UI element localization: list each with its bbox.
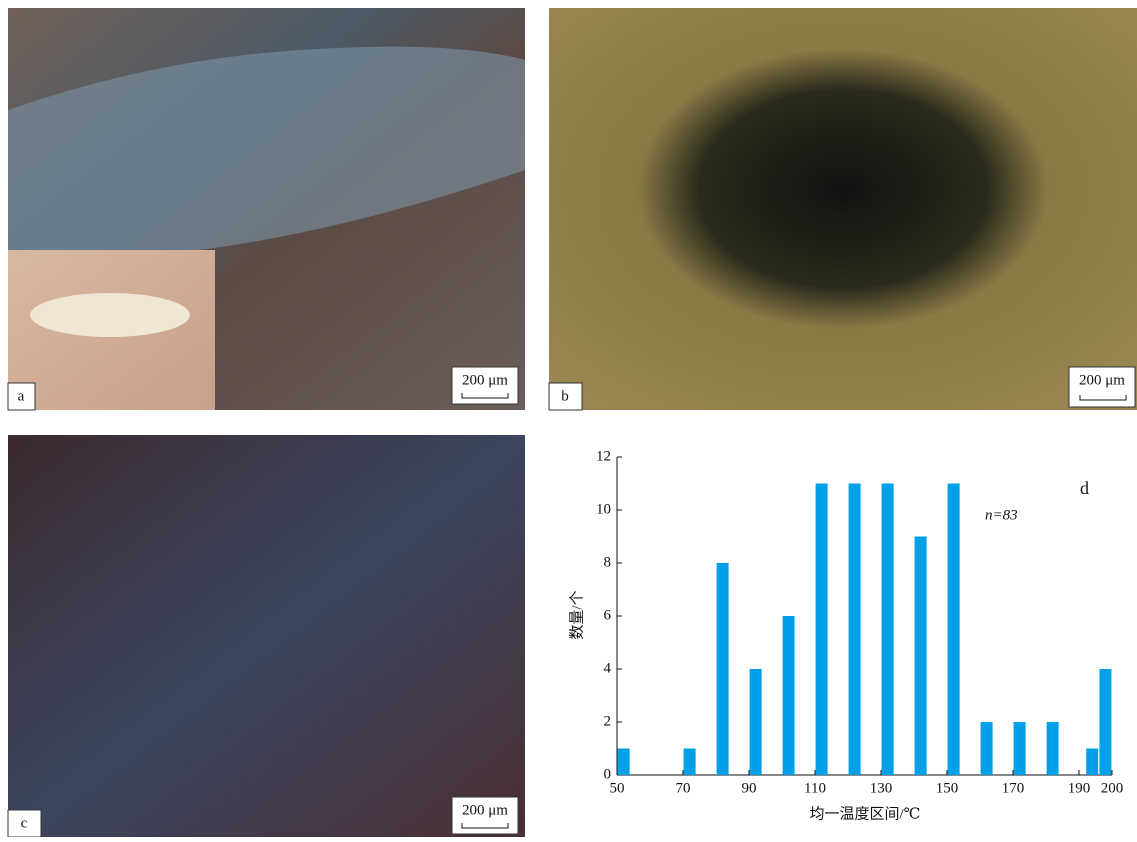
figure: a 200 μm b 200 μm c 200 μm d n=83 均一温度区间… bbox=[0, 0, 1137, 837]
x-tick-label: 70 bbox=[676, 780, 691, 796]
x-tick-label: 200 bbox=[1101, 780, 1124, 796]
x-tick-label: 190 bbox=[1068, 780, 1091, 796]
bar bbox=[1047, 722, 1059, 775]
x-tick-label: 90 bbox=[742, 780, 757, 796]
x-tick-label: 150 bbox=[936, 780, 959, 796]
x-tick-label: 110 bbox=[804, 780, 826, 796]
x-tick-label: 130 bbox=[870, 780, 893, 796]
panel-label: a bbox=[18, 388, 25, 404]
micrograph bbox=[8, 435, 525, 837]
bar bbox=[981, 722, 993, 775]
x-tick-label: 50 bbox=[610, 780, 625, 796]
annotation: n=83 bbox=[985, 507, 1018, 523]
bar bbox=[717, 563, 729, 775]
y-axis-label: 数量/个 bbox=[568, 590, 585, 639]
panel-b: b 200 μm bbox=[549, 8, 1137, 410]
micrograph bbox=[549, 8, 1137, 410]
chart: d n=83 均一温度区间/℃ 数量/个 bbox=[568, 478, 1089, 822]
y-tick-label: 6 bbox=[604, 607, 612, 623]
bar bbox=[816, 484, 828, 776]
bar bbox=[684, 749, 696, 776]
x-tick-label: 170 bbox=[1002, 780, 1025, 796]
scale-bar-label: 200 μm bbox=[1079, 372, 1125, 388]
bar bbox=[1086, 749, 1098, 776]
scale-bar-label: 200 μm bbox=[462, 802, 508, 818]
panel-label: d bbox=[1080, 478, 1089, 498]
y-tick-label: 2 bbox=[604, 713, 612, 729]
bar bbox=[750, 669, 762, 775]
panel-label: b bbox=[561, 388, 569, 404]
panel-label: c bbox=[21, 815, 28, 831]
bar bbox=[783, 616, 795, 775]
bar bbox=[618, 749, 630, 776]
bar bbox=[1099, 669, 1111, 775]
y-tick-label: 8 bbox=[604, 554, 612, 570]
bar bbox=[915, 537, 927, 776]
panel-a: a 200 μm bbox=[8, 8, 525, 410]
bar bbox=[849, 484, 861, 776]
bar bbox=[948, 484, 960, 776]
y-tick-label: 4 bbox=[604, 660, 612, 676]
x-axis-label: 均一温度区间/℃ bbox=[810, 805, 921, 822]
scale-bar-label: 200 μm bbox=[462, 372, 508, 388]
bar bbox=[1014, 722, 1026, 775]
bar bbox=[882, 484, 894, 776]
panel-c: c 200 μm bbox=[8, 435, 525, 837]
inset-vein bbox=[30, 293, 190, 337]
y-tick-label: 12 bbox=[596, 448, 611, 464]
y-tick-label: 10 bbox=[596, 501, 611, 517]
